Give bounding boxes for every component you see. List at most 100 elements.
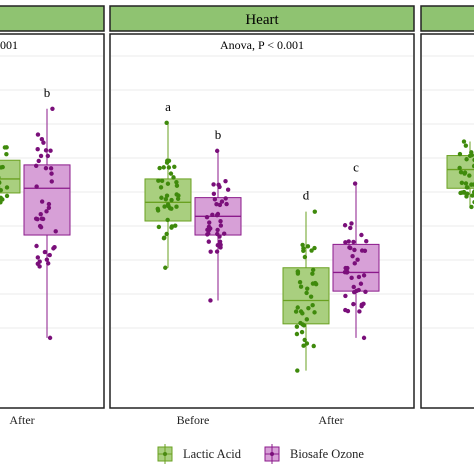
- data-point: [343, 293, 348, 299]
- data-point: [298, 284, 304, 289]
- data-point: [165, 158, 170, 163]
- data-point: [47, 335, 53, 341]
- data-point: [39, 136, 45, 142]
- data-point: [469, 182, 474, 187]
- data-point: [221, 231, 227, 236]
- data-point: [352, 247, 357, 253]
- data-point: [42, 249, 48, 255]
- data-point: [343, 307, 348, 313]
- data-point: [458, 190, 463, 196]
- data-point: [310, 302, 315, 308]
- data-point: [174, 192, 179, 197]
- box-1-lactic-acid-after: d: [282, 188, 330, 373]
- data-point: [356, 287, 361, 293]
- data-point: [356, 274, 362, 280]
- data-point: [34, 184, 39, 189]
- data-point: [33, 163, 39, 169]
- data-point: [344, 270, 350, 275]
- data-point: [224, 201, 229, 207]
- x-tick-center-after: After: [318, 413, 343, 427]
- data-point: [155, 206, 160, 212]
- data-point: [163, 196, 169, 202]
- data-point: [38, 211, 43, 217]
- data-point: [305, 244, 311, 249]
- data-point: [363, 289, 368, 295]
- data-point: [310, 281, 316, 286]
- box-0-biosafe-ozone-after: b: [23, 85, 71, 341]
- data-point: [312, 245, 317, 251]
- data-point: [297, 279, 303, 285]
- data-point: [306, 305, 311, 311]
- data-point: [158, 185, 164, 190]
- data-point: [162, 204, 167, 209]
- data-point: [51, 246, 56, 251]
- data-point: [156, 224, 162, 230]
- significance-letter: c: [353, 160, 359, 175]
- data-point: [219, 199, 225, 204]
- data-point: [364, 239, 369, 244]
- data-point: [207, 220, 212, 225]
- annotation-center: Anova, P < 0.001: [220, 38, 304, 52]
- data-point: [0, 180, 2, 185]
- data-point: [0, 197, 5, 202]
- data-point: [168, 171, 174, 176]
- data-point: [165, 181, 171, 186]
- data-point: [349, 275, 354, 281]
- data-point: [37, 223, 43, 229]
- data-point: [349, 221, 354, 226]
- data-point: [49, 179, 54, 184]
- data-point: [156, 178, 161, 183]
- data-point: [299, 329, 305, 335]
- box-1-biosafe-ozone-after: c: [332, 160, 380, 341]
- legend-key-dot-lactic: [163, 452, 167, 456]
- data-point: [223, 196, 228, 201]
- data-point: [157, 165, 162, 171]
- legend-item-lactic-acid: Lactic Acid: [157, 444, 242, 464]
- data-point: [169, 197, 174, 203]
- data-point: [167, 206, 173, 211]
- data-point: [301, 248, 306, 253]
- data-point: [45, 153, 51, 159]
- data-point: [206, 231, 211, 236]
- data-point: [310, 271, 315, 276]
- data-point: [38, 153, 44, 159]
- box-0-lactic-acid-after: [0, 145, 21, 205]
- data-point: [217, 239, 223, 244]
- data-point: [214, 202, 219, 207]
- data-point: [223, 178, 228, 184]
- data-point: [4, 193, 10, 199]
- data-point: [302, 254, 308, 260]
- box-body: [282, 267, 330, 325]
- data-point: [463, 143, 469, 148]
- data-point: [36, 158, 41, 164]
- data-point: [461, 139, 467, 144]
- data-point: [211, 182, 216, 187]
- data-point: [305, 286, 310, 291]
- annotation-left: 001: [0, 38, 18, 52]
- data-point: [43, 148, 49, 153]
- data-point: [165, 202, 171, 207]
- data-point: [361, 335, 367, 341]
- data-point: [218, 218, 223, 224]
- data-point: [313, 281, 319, 287]
- data-point: [462, 170, 468, 175]
- data-point: [204, 215, 210, 220]
- data-point: [293, 309, 299, 314]
- data-point: [212, 197, 218, 202]
- data-point: [45, 261, 51, 266]
- data-point: [309, 248, 314, 253]
- data-point: [471, 163, 474, 169]
- box-body: [0, 159, 21, 194]
- data-point: [207, 226, 212, 231]
- facet-strip-1: [109, 5, 415, 32]
- data-point: [49, 171, 54, 176]
- data-point: [47, 252, 52, 258]
- data-point: [165, 217, 170, 223]
- data-point: [39, 199, 45, 204]
- data-point: [355, 257, 360, 262]
- data-point: [350, 253, 355, 259]
- data-point: [294, 331, 300, 337]
- data-point: [351, 301, 356, 307]
- data-point: [361, 273, 367, 278]
